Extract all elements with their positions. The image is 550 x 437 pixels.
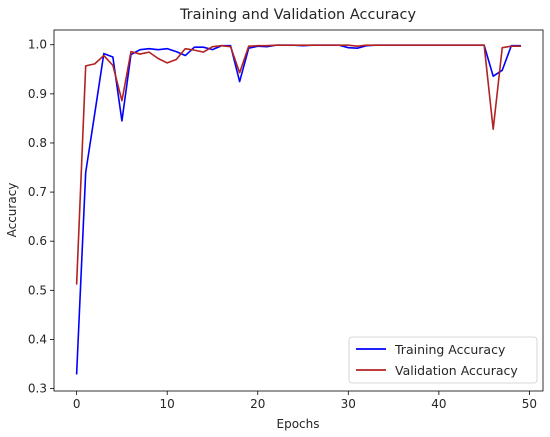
- x-tick-label: 40: [431, 397, 446, 411]
- y-tick-label: 0.8: [28, 136, 47, 150]
- series-line-training: [75, 44, 522, 375]
- y-axis-title: Accuracy: [5, 183, 19, 238]
- x-tick-label: 0: [73, 397, 81, 411]
- y-tick-label: 0.3: [28, 382, 47, 396]
- x-tick-label: 50: [522, 397, 537, 411]
- x-axis-title: Epochs: [277, 417, 320, 431]
- y-tick-label: 0.4: [28, 332, 47, 346]
- plot-frame: [53, 29, 544, 392]
- y-tick-label: 0.6: [28, 234, 47, 248]
- legend-box: [348, 336, 538, 384]
- chart-title: Training and Validation Accuracy: [179, 7, 417, 23]
- y-tick-label: 0.7: [28, 185, 47, 199]
- series-line-validation: [75, 44, 522, 285]
- legend: Training Accuracy Validation Accuracy: [348, 336, 538, 384]
- x-tick-label: 10: [160, 397, 175, 411]
- axis-ticks: 0 10 20 30 40 50 0.3 0.4 0.5 0.6 0.7 0.8 0.9 1.0: [28, 38, 537, 411]
- x-tick-label: 20: [250, 397, 265, 411]
- x-tick-label: 30: [341, 397, 356, 411]
- y-tick-label: 0.5: [28, 283, 47, 297]
- legend-label-training: Training Accuracy: [394, 342, 506, 357]
- plot-area: [75, 44, 522, 375]
- y-tick-label: 0.9: [28, 87, 47, 101]
- y-tick-label: 1.0: [28, 38, 47, 52]
- legend-label-validation: Validation Accuracy: [395, 363, 518, 378]
